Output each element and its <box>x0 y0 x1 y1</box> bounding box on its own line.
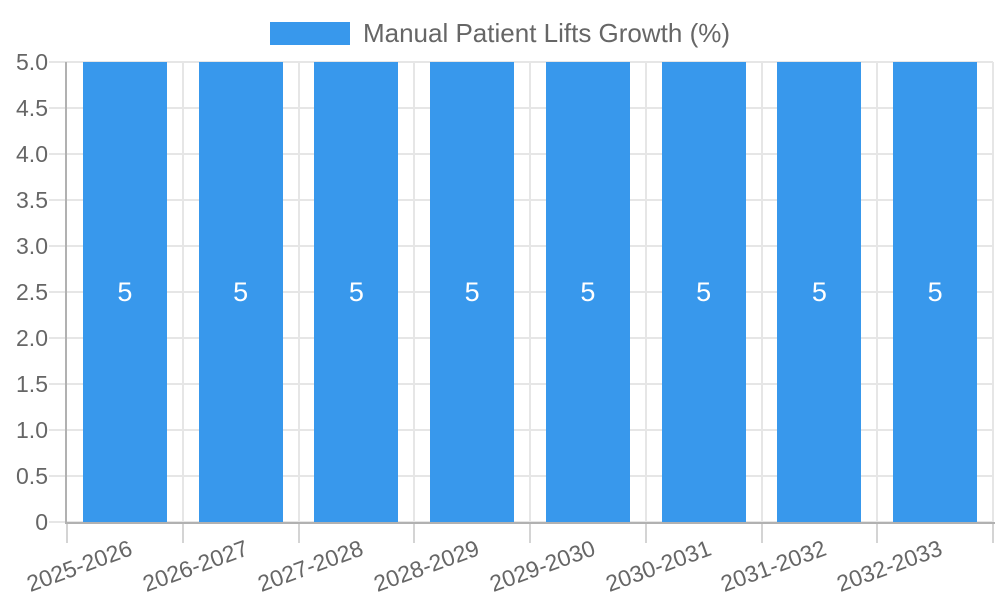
x-axis-label: 2027-2028 <box>254 534 367 597</box>
x-gridline <box>297 62 300 522</box>
y-axis-label: 5.0 <box>16 49 48 75</box>
bar-value-label: 5 <box>117 277 133 307</box>
bar <box>545 62 630 522</box>
bar-value-label: 5 <box>348 277 364 307</box>
x-gridline <box>876 62 879 522</box>
y-axis-label: 1.0 <box>16 417 48 443</box>
y-axis-label: 2.0 <box>16 325 48 351</box>
x-gridline <box>760 62 763 522</box>
x-axis-tick <box>760 524 763 543</box>
x-axis-tick <box>644 524 647 543</box>
bar <box>198 62 283 522</box>
y-axis-label: 4.0 <box>16 141 48 167</box>
x-axis-tick <box>413 524 416 543</box>
y-axis-tick <box>49 107 67 109</box>
x-axis-label: 2031-2032 <box>717 534 830 597</box>
x-gridline <box>992 62 994 522</box>
y-axis-label: 3.0 <box>16 233 48 259</box>
y-axis-tick <box>49 61 67 63</box>
legend-label: Manual Patient Lifts Growth (%) <box>362 18 731 48</box>
legend[interactable]: Manual Patient Lifts Growth (%) <box>0 18 1000 49</box>
x-axis-tick <box>529 524 531 543</box>
y-axis-label: 0.5 <box>16 463 48 489</box>
bar <box>777 62 862 522</box>
x-axis-tick <box>66 524 68 543</box>
y-axis-tick <box>49 153 67 155</box>
x-gridline <box>529 62 531 522</box>
bar-value-label: 5 <box>696 277 712 307</box>
x-axis-label: 2032-2033 <box>833 534 946 597</box>
bar <box>430 62 515 522</box>
x-gridline <box>644 62 647 522</box>
x-axis-tick <box>181 524 184 543</box>
x-axis-label: 2029-2030 <box>486 534 599 597</box>
bar <box>314 62 399 522</box>
x-axis-label: 2030-2031 <box>601 534 715 597</box>
y-axis-tick <box>49 245 67 247</box>
bar <box>893 62 978 522</box>
bar-value-label: 5 <box>580 277 596 307</box>
bar-value-label: 5 <box>927 277 943 307</box>
y-axis-tick <box>49 521 67 523</box>
bar <box>661 62 746 522</box>
y-axis-label: 3.5 <box>16 187 48 213</box>
y-axis-label: 1.5 <box>16 371 48 397</box>
y-axis-label: 4.5 <box>16 95 48 121</box>
y-axis-label: 0 <box>35 509 48 535</box>
y-axis-tick <box>49 475 67 477</box>
legend-swatch <box>269 22 350 45</box>
bar-value-label: 5 <box>233 277 249 307</box>
y-axis-tick <box>49 337 67 339</box>
x-axis-label: 2028-2029 <box>370 534 483 597</box>
y-axis-tick <box>49 383 67 385</box>
y-axis-tick <box>49 291 67 293</box>
y-axis-tick <box>49 429 67 431</box>
y-axis-line <box>65 62 67 524</box>
x-gridline <box>181 62 184 522</box>
y-axis-label: 2.5 <box>16 279 48 305</box>
bar-value-label: 5 <box>811 277 827 307</box>
x-axis-tick <box>992 524 994 543</box>
y-axis-tick <box>49 199 67 201</box>
x-axis-label: 2025-2026 <box>23 534 136 597</box>
x-axis-tick <box>876 524 879 543</box>
x-gridline <box>413 62 416 522</box>
x-axis-line <box>65 522 995 524</box>
bar <box>82 62 167 522</box>
x-axis-tick <box>297 524 300 543</box>
bar-value-label: 5 <box>464 277 480 307</box>
x-axis-label: 2026-2027 <box>138 534 252 597</box>
